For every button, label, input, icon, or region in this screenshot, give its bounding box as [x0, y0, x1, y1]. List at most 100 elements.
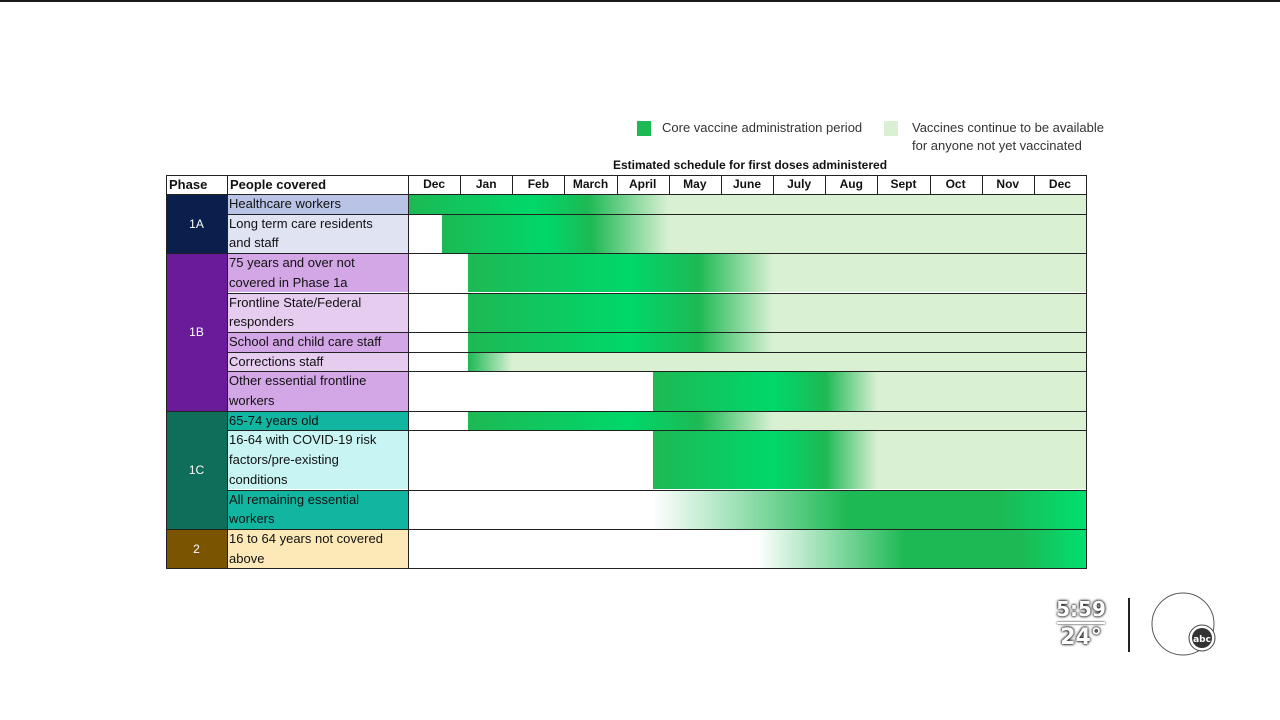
grid-line-h [166, 175, 1086, 176]
month-header: Dec [423, 177, 446, 191]
month-header: Aug [839, 177, 863, 191]
clock-overlay: 5:59 24° [1055, 597, 1107, 651]
grid-line-v [773, 175, 775, 194]
header-people-covered: People covered [230, 177, 327, 192]
group-label-line: workers [229, 392, 275, 408]
schedule-bar [467, 331, 1086, 352]
clock-time: 5:59 [1056, 597, 1106, 621]
schedule-bar [467, 253, 1086, 293]
legend-core-label: Core vaccine administration period [662, 120, 863, 135]
group-label-line: responders [229, 314, 295, 330]
grid-line-h [227, 213, 1086, 215]
schedule-bar [441, 213, 1086, 254]
grid-line-v [616, 175, 618, 194]
month-header: Sept [890, 177, 917, 191]
svg-text:abc: abc [1193, 635, 1211, 645]
group-label-line: Frontline State/Federal [229, 294, 362, 310]
grid-line-h [227, 371, 1086, 373]
grid-line-h [166, 253, 1086, 255]
group-label-line: School and child care staff [229, 333, 382, 349]
clock-separator [1057, 622, 1105, 624]
group-label-line: 16-64 with COVID-19 risk [229, 432, 377, 448]
top-border [0, 0, 1280, 2]
group-label: 65-74 years old [227, 410, 408, 431]
grid-line-h [166, 194, 1086, 195]
group-label-line: Long term care residents [229, 215, 373, 231]
schedule-bar [757, 528, 1086, 569]
schedule-bar [467, 410, 1086, 431]
group-label-line: covered in Phase 1a [229, 274, 348, 290]
legend-available-label-line1: Vaccines continue to be available [912, 120, 1104, 135]
grid-line-v [512, 175, 514, 194]
phase-cell: 1B [166, 253, 227, 411]
schedule-bar [653, 371, 1086, 411]
schedule-bar [467, 292, 1086, 332]
grid-line-h [166, 528, 1086, 530]
month-header: July [787, 177, 812, 191]
group-label-line: Healthcare workers [229, 196, 341, 211]
overlay-divider [1128, 598, 1130, 652]
month-header: Dec [1048, 177, 1071, 191]
grid-line-v [877, 175, 879, 194]
channel-7-abc-logo: abc [1150, 591, 1216, 657]
grid-line-v [981, 175, 983, 194]
schedule-bar [467, 351, 1086, 372]
grid-line-h [227, 351, 1086, 353]
legend-available-swatch [884, 121, 898, 136]
schedule-bar [653, 489, 1086, 529]
phase-cell: 1A [166, 194, 227, 254]
group-label-line: and staff [229, 235, 279, 251]
grid-line-h [227, 489, 1086, 491]
grid-line-h [166, 194, 1086, 195]
month-header: Nov [996, 177, 1020, 191]
group-label-line: Corrections staff [229, 353, 324, 369]
grid-line-v [668, 175, 670, 194]
group-label: All remaining essential workers [227, 489, 408, 529]
group-label-line: above [229, 550, 265, 566]
month-header: May [683, 177, 707, 191]
month-header: March [572, 177, 609, 191]
group-label-line: 16 to 64 years not covered [229, 530, 383, 546]
group-label: Healthcare workers [227, 194, 408, 214]
grid-line-v [720, 175, 722, 194]
group-label: Corrections staff [227, 351, 408, 372]
grid-line-h [227, 410, 1086, 412]
group-label: 16 to 64 years not covered above [227, 528, 408, 569]
grid-line-h [227, 430, 1086, 432]
grid-line-v [1033, 175, 1035, 194]
schedule-bar [408, 194, 1086, 214]
chart-title: Estimated schedule for first doses admin… [612, 158, 888, 172]
grid-line-v [460, 175, 462, 194]
phase-cell: 2 [166, 528, 227, 569]
group-label-line: 75 years and over not [229, 255, 355, 271]
grid-line-v [564, 175, 566, 194]
grid-line-v [227, 175, 228, 569]
schedule-bar [653, 430, 1086, 490]
group-label-line: Other essential frontline [229, 373, 367, 389]
legend-available-label-line2: for anyone not yet vaccinated [912, 138, 1082, 153]
group-label: Other essential frontline workers [227, 371, 408, 411]
grid-line-h [166, 410, 1086, 412]
group-label: Frontline State/Federal responders [227, 292, 408, 332]
grid-line-v [929, 175, 931, 194]
month-header: June [732, 177, 761, 191]
grid-line-h [227, 253, 1086, 255]
header-phase: Phase [169, 177, 208, 192]
group-label-line: All remaining essential [229, 491, 360, 507]
group-label-line: factors/pre-existing [229, 452, 339, 468]
group-label-line: workers [229, 511, 275, 527]
grid-line-v [825, 175, 827, 194]
group-label: Long term care residents and staff [227, 213, 408, 254]
phase-cell: 1C [166, 410, 227, 529]
grid-line-h [227, 528, 1086, 530]
grid-line-h [227, 568, 1086, 570]
grid-line-h [227, 292, 1086, 294]
month-header: Oct [945, 177, 966, 191]
group-label: 16-64 with COVID-19 risk factors/pre-exis… [227, 430, 408, 490]
month-header: Jan [475, 177, 497, 191]
grid-line-h [166, 568, 1086, 570]
group-label: School and child care staff [227, 331, 408, 352]
clock-temperature: 24° [1060, 625, 1102, 650]
legend-core-swatch [637, 121, 651, 136]
group-label-line: 65-74 years old [229, 412, 319, 428]
